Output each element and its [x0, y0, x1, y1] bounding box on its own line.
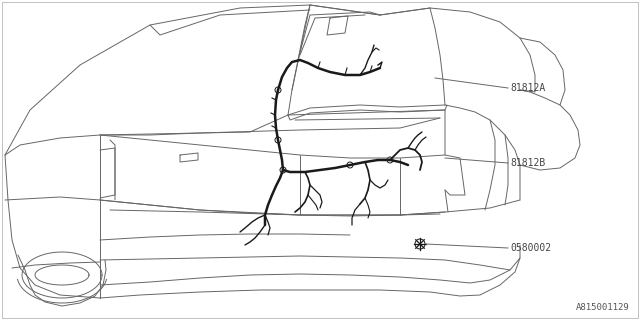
Text: 0580002: 0580002 [510, 243, 551, 253]
Text: 81812A: 81812A [510, 83, 545, 93]
Text: A815001129: A815001129 [576, 303, 630, 312]
Text: 81812B: 81812B [510, 158, 545, 168]
